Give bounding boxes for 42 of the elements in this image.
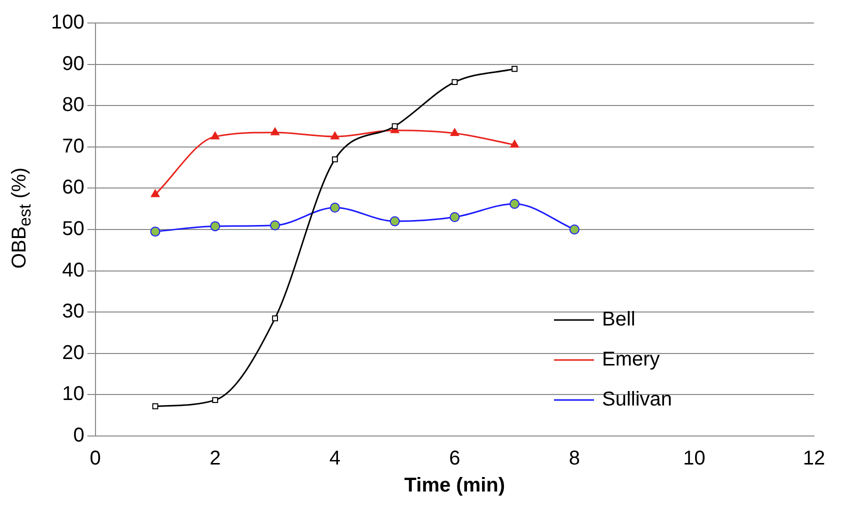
point: [392, 123, 398, 130]
y-tick-label: 100: [50, 12, 84, 34]
point: [330, 132, 340, 140]
y-tick-label: 50: [62, 218, 84, 240]
point: [212, 397, 218, 404]
point: [150, 189, 160, 198]
point: [210, 221, 220, 232]
x-tick-label: 0: [90, 448, 101, 470]
x-tick-label: 12: [802, 448, 826, 470]
point: [510, 140, 519, 148]
x-tick-label: 6: [449, 448, 460, 470]
point: [270, 127, 280, 136]
y-tick-label: 10: [62, 383, 84, 406]
point: [450, 212, 460, 222]
y-tick-label: 80: [62, 94, 84, 116]
point: [510, 198, 520, 209]
point: [512, 66, 518, 72]
x-tick-label: 8: [568, 448, 580, 470]
point: [270, 220, 280, 230]
y-tick-label: 40: [62, 259, 84, 282]
point: [569, 224, 580, 234]
y-tick-label: 60: [62, 176, 84, 199]
x-tick-label: 2: [210, 448, 221, 470]
point: [272, 315, 278, 322]
x-tick-label: 4: [329, 448, 340, 470]
y-tick-label: 90: [62, 52, 84, 75]
y-tick-label: 0: [73, 424, 84, 447]
y-tick-label: 30: [62, 300, 84, 323]
legend-label: Bell: [602, 308, 636, 331]
point: [210, 132, 220, 140]
y-tick-label: 70: [62, 135, 84, 158]
point: [150, 226, 160, 237]
point: [390, 216, 400, 226]
point: [450, 128, 460, 136]
legend-label: Emery: [602, 348, 660, 371]
x-axis-title: Time (min): [404, 474, 506, 497]
legend-label: Sullivan: [602, 388, 672, 411]
point: [332, 156, 338, 162]
point: [452, 79, 458, 86]
point: [330, 202, 340, 213]
x-tick-label: 10: [683, 448, 706, 470]
y-tick-label: 20: [62, 342, 84, 364]
